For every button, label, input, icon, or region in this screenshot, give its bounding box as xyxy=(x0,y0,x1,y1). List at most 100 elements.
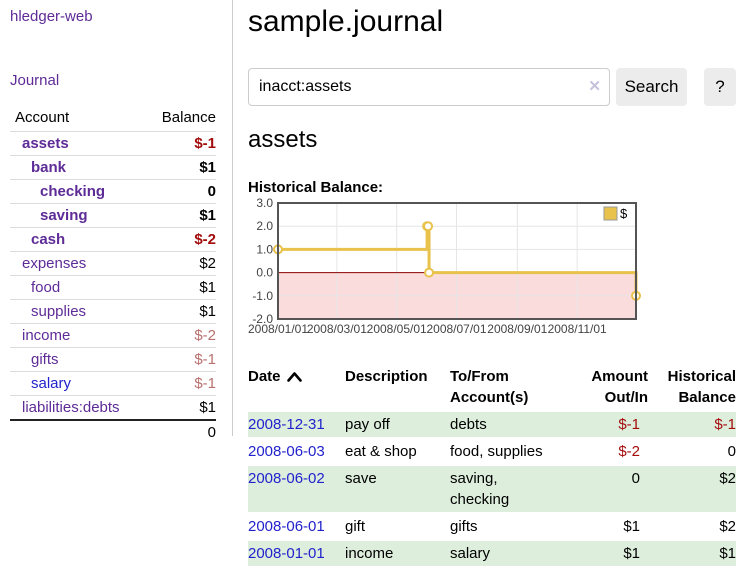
transaction-description: gift xyxy=(345,518,366,535)
account-balance: $1 xyxy=(199,303,216,320)
account-balance: $-2 xyxy=(194,327,216,344)
register-body: 2008-12-31 pay off debts $-1 $-1 2008-06… xyxy=(248,412,736,566)
account-row: cash $-2 xyxy=(10,227,216,252)
register-header-accounts: To/From Account(s) xyxy=(450,368,529,406)
account-balance: $-1 xyxy=(194,375,216,392)
transaction-accounts: gifts xyxy=(450,518,478,535)
account-link[interactable]: cash xyxy=(31,231,66,248)
register-header-row: Date Description To/From Account(s) Amou… xyxy=(248,364,736,410)
transaction-date-link[interactable]: 2008-12-31 xyxy=(248,416,325,433)
account-balance: $1 xyxy=(199,279,216,296)
transaction-accounts: debts xyxy=(450,412,560,437)
account-balance: $-2 xyxy=(194,231,216,248)
register-row: 2008-01-01 income salary $1 $1 xyxy=(248,541,736,566)
account-link[interactable]: supplies xyxy=(31,303,87,320)
register-row: 2008-06-02 save saving, checking 0 $2 xyxy=(248,466,736,512)
search-row: ✕ Search ? xyxy=(248,68,736,106)
svg-text:2008/09/01: 2008/09/01 xyxy=(487,322,547,336)
svg-text:2008/05/01: 2008/05/01 xyxy=(367,322,427,336)
account-row: income $-2 xyxy=(10,323,216,348)
page-title: sample.journal xyxy=(248,5,444,38)
transaction-amount: $1 xyxy=(623,518,640,535)
transaction-balance: $2 xyxy=(719,518,736,535)
transaction-balance: 0 xyxy=(727,443,736,460)
search-input[interactable] xyxy=(248,68,610,106)
transaction-description: pay off xyxy=(345,412,450,437)
account-link[interactable]: gifts xyxy=(31,351,59,368)
transaction-date-link[interactable]: 2008-06-01 xyxy=(248,518,325,535)
accounts-header-balance: Balance xyxy=(161,109,216,126)
register-header-description: Description xyxy=(345,368,428,385)
account-balance: $1 xyxy=(199,207,216,224)
accounts-total-row: 0 xyxy=(10,420,216,444)
app-title-link[interactable]: hledger-web xyxy=(10,8,93,25)
account-balance: $1 xyxy=(199,159,216,176)
account-link[interactable]: liabilities:debts xyxy=(22,399,120,416)
historical-balance-chart: $3.0 2.0 1.0 0.0 -1.0 -2.0 2008/01/01 2008/03/0… xyxy=(248,196,736,342)
accounts-header-account: Account xyxy=(15,109,70,126)
account-link[interactable]: income xyxy=(22,327,71,344)
svg-text:-2.0: -2.0 xyxy=(252,312,273,326)
accounts-table: Account Balance assets $-1 bank $1 check… xyxy=(10,106,216,444)
svg-text:2008/01/01: 2008/01/01 xyxy=(248,322,308,336)
transaction-accounts: saving, checking xyxy=(450,466,560,512)
svg-text:1.0: 1.0 xyxy=(256,242,273,256)
account-balance: $1 xyxy=(199,399,216,416)
chart-svg: $3.0 2.0 1.0 0.0 -1.0 -2.02008/01/012008/03/0… xyxy=(248,196,641,336)
search-button[interactable]: Search xyxy=(616,68,687,106)
account-link[interactable]: salary xyxy=(31,375,72,392)
register-row: 2008-06-03 eat & shop food, supplies $-2… xyxy=(248,439,736,464)
transaction-date-link[interactable]: 2008-01-01 xyxy=(248,545,325,562)
account-row: bank $1 xyxy=(10,155,216,180)
clear-search-icon[interactable]: ✕ xyxy=(588,78,601,95)
register-header-date[interactable]: Date xyxy=(248,364,345,410)
account-balance: $-1 xyxy=(194,351,216,368)
account-row: checking 0 xyxy=(10,179,216,204)
chart-title: Historical Balance: xyxy=(248,179,384,196)
account-row: liabilities:debts $1 xyxy=(10,395,216,421)
transaction-amount: $-2 xyxy=(618,443,640,460)
account-link[interactable]: assets xyxy=(22,135,69,152)
account-row: supplies $1 xyxy=(10,299,216,324)
account-link[interactable]: checking xyxy=(40,183,106,200)
register-table: Date Description To/From Account(s) Amou… xyxy=(248,362,736,568)
transaction-date-link[interactable]: 2008-06-02 xyxy=(248,470,325,487)
sidebar-item-journal[interactable]: Journal xyxy=(10,72,60,89)
transaction-date-link[interactable]: 2008-06-03 xyxy=(248,443,325,460)
svg-text:$: $ xyxy=(620,206,628,221)
main-content: sample.journal ✕ Search ? assets Histori… xyxy=(248,0,736,566)
search-box: ✕ xyxy=(248,68,610,106)
svg-text:2008/03/01: 2008/03/01 xyxy=(307,322,367,336)
transaction-amount: 0 xyxy=(560,466,648,512)
transaction-amount: $-1 xyxy=(560,412,648,437)
account-row: salary $-1 xyxy=(10,371,216,396)
account-balance: $2 xyxy=(199,255,216,272)
help-button[interactable]: ? xyxy=(704,68,736,106)
account-link[interactable]: expenses xyxy=(22,255,87,272)
svg-text:2008/07/01: 2008/07/01 xyxy=(426,322,486,336)
account-row: food $1 xyxy=(10,275,216,300)
account-link[interactable]: food xyxy=(31,279,61,296)
svg-text:2008/11/01: 2008/11/01 xyxy=(548,322,607,336)
account-link[interactable]: bank xyxy=(31,159,67,176)
accounts-total-value: 0 xyxy=(207,424,216,441)
svg-text:-1.0: -1.0 xyxy=(252,289,273,303)
transaction-accounts: salary xyxy=(450,541,560,566)
account-row: saving $1 xyxy=(10,203,216,228)
account-heading: assets xyxy=(248,126,318,153)
svg-text:0.0: 0.0 xyxy=(256,266,273,280)
account-link[interactable]: saving xyxy=(40,207,88,224)
svg-text:2.0: 2.0 xyxy=(256,219,273,233)
account-row: gifts $-1 xyxy=(10,347,216,372)
transaction-accounts: food, supplies xyxy=(450,443,543,460)
account-row: assets $-1 xyxy=(10,131,216,156)
transaction-balance: $1 xyxy=(648,541,736,566)
account-balance: 0 xyxy=(207,183,216,200)
sidebar: hledger-web Journal Account Balance asse… xyxy=(0,0,233,441)
register-header-amount: Amount Out/In xyxy=(591,368,648,406)
transaction-amount: $1 xyxy=(560,541,648,566)
transaction-description: income xyxy=(345,541,450,566)
register-header-balance: Historical Balance xyxy=(667,368,736,406)
svg-text:3.0: 3.0 xyxy=(256,196,273,210)
account-balance: $-1 xyxy=(194,135,216,152)
